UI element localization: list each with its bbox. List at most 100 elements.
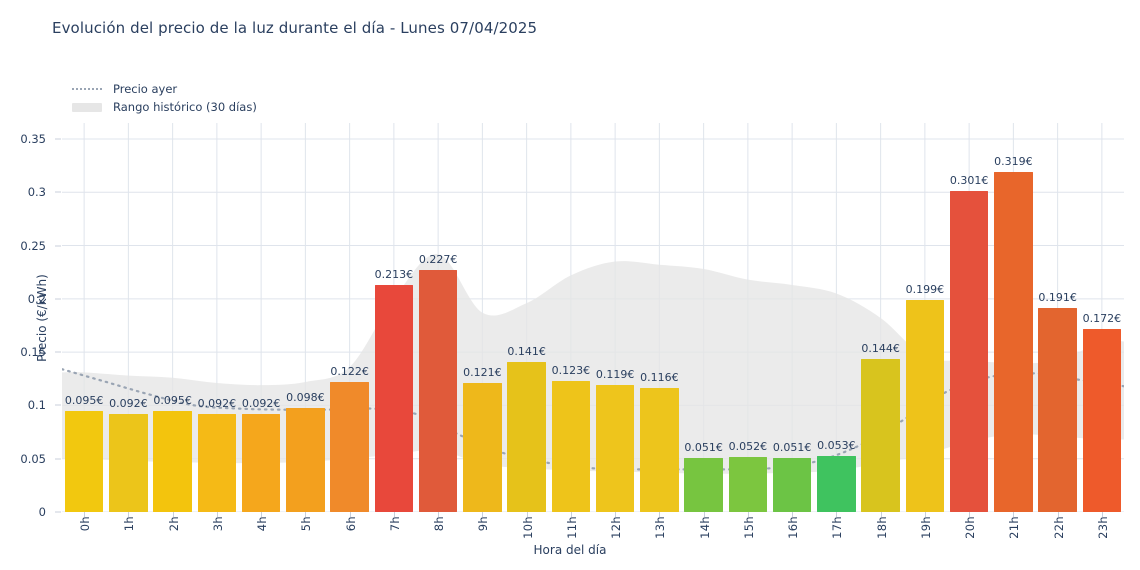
y-tick-label: 0.2 bbox=[27, 291, 46, 306]
bar-19h[interactable] bbox=[905, 299, 944, 512]
x-tick-mark bbox=[969, 512, 971, 517]
x-tick-label: 21h bbox=[1007, 516, 1022, 539]
bar-4h[interactable] bbox=[241, 413, 281, 512]
y-axis-title-wrap: Precio (€/kWh) bbox=[0, 123, 49, 512]
x-tick-mark bbox=[924, 512, 926, 517]
dotted-line-icon bbox=[70, 82, 104, 96]
bar-value-label: 0.199€ bbox=[905, 282, 945, 296]
plot-area: 0.095€ 0.092€ 0.095€ 0.092€ 0.092€ 0.098€ 0.12… bbox=[62, 123, 1124, 512]
legend-item-rango-historico[interactable]: Rango histórico (30 días) bbox=[70, 98, 257, 116]
historic-range-band bbox=[62, 253, 1124, 474]
x-tick-label: 5h bbox=[299, 516, 314, 532]
bar-2h[interactable] bbox=[153, 410, 192, 512]
bar-value-label: 0.123€ bbox=[551, 363, 591, 377]
y-tick-label: 0 bbox=[38, 505, 46, 519]
bar-16h[interactable] bbox=[772, 457, 812, 512]
band-swatch-icon bbox=[70, 100, 104, 114]
x-axis-title: Hora del día bbox=[533, 543, 607, 557]
bar-10h[interactable] bbox=[507, 361, 546, 512]
bar-value-label: 0.122€ bbox=[330, 364, 369, 378]
bar-value-label: 0.301€ bbox=[949, 174, 989, 188]
x-tick-mark bbox=[526, 512, 528, 517]
x-tick-mark bbox=[792, 512, 794, 517]
bar-value-label: 0.116€ bbox=[640, 371, 679, 385]
legend-label-rango-historico: Rango histórico (30 días) bbox=[113, 100, 257, 114]
bar-value-label: 0.092€ bbox=[241, 396, 281, 410]
bar-7h[interactable] bbox=[374, 285, 413, 512]
bar-3h[interactable] bbox=[197, 413, 236, 512]
x-tick-label: 16h bbox=[786, 516, 801, 539]
legend-item-precio-ayer[interactable]: Precio ayer bbox=[70, 80, 257, 98]
y-tick-mark bbox=[55, 191, 61, 193]
bar-value-label: 0.141€ bbox=[507, 344, 546, 358]
bar-20h[interactable] bbox=[949, 191, 989, 512]
bar-9h[interactable] bbox=[463, 383, 502, 512]
x-tick-label: 6h bbox=[343, 516, 358, 532]
x-tick-label: 18h bbox=[874, 516, 889, 539]
x-tick-label: 11h bbox=[564, 516, 579, 539]
x-tick-mark bbox=[1013, 512, 1015, 517]
bar-1h[interactable] bbox=[109, 413, 148, 512]
x-tick-mark bbox=[482, 512, 484, 517]
x-tick-mark bbox=[1057, 512, 1059, 517]
x-tick-mark bbox=[305, 512, 307, 517]
x-tick-mark bbox=[216, 512, 218, 517]
y-tick-mark bbox=[55, 245, 61, 247]
x-tick-mark bbox=[747, 512, 749, 517]
bar-5h[interactable] bbox=[286, 407, 325, 512]
bar-18h[interactable] bbox=[861, 358, 900, 512]
bar-8h[interactable] bbox=[418, 270, 458, 512]
x-tick-label: 9h bbox=[476, 516, 491, 532]
bar-value-label: 0.121€ bbox=[463, 366, 502, 380]
x-tick-label: 0h bbox=[78, 516, 93, 532]
bar-0h[interactable] bbox=[64, 410, 104, 512]
bar-17h[interactable] bbox=[817, 455, 856, 512]
y-tick-mark bbox=[55, 458, 61, 460]
x-tick-label: 14h bbox=[697, 516, 712, 539]
bar-value-label: 0.053€ bbox=[817, 438, 856, 452]
x-tick-label: 12h bbox=[609, 516, 624, 539]
precio-ayer-line bbox=[62, 368, 1124, 471]
x-tick-label: 7h bbox=[387, 516, 402, 532]
x-tick-mark bbox=[836, 512, 838, 517]
bar-value-label: 0.051€ bbox=[772, 440, 812, 454]
bar-value-label: 0.213€ bbox=[374, 267, 414, 281]
x-tick-mark bbox=[615, 512, 617, 517]
x-tick-label: 4h bbox=[255, 516, 270, 532]
bar-value-label: 0.098€ bbox=[286, 390, 325, 404]
chart-title: Evolución del precio de la luz durante e… bbox=[52, 19, 538, 37]
bar-23h[interactable] bbox=[1082, 328, 1121, 512]
x-tick-mark bbox=[438, 512, 440, 517]
bar-13h[interactable] bbox=[640, 388, 679, 512]
bar-21h[interactable] bbox=[994, 172, 1033, 512]
bar-6h[interactable] bbox=[330, 381, 369, 512]
bar-22h[interactable] bbox=[1038, 308, 1077, 512]
y-tick-mark bbox=[55, 298, 61, 300]
y-tick-mark bbox=[55, 351, 61, 353]
x-tick-mark bbox=[393, 512, 395, 517]
x-tick-label: 3h bbox=[210, 516, 225, 532]
x-tick-label: 2h bbox=[166, 516, 181, 532]
bar-value-label: 0.051€ bbox=[684, 440, 723, 454]
x-tick-label: 20h bbox=[963, 516, 978, 539]
y-tick-mark bbox=[55, 404, 61, 406]
x-tick-mark bbox=[261, 512, 263, 517]
x-tick-mark bbox=[703, 512, 705, 517]
y-tick-label: 0.3 bbox=[27, 185, 46, 200]
bar-value-label: 0.095€ bbox=[64, 393, 104, 407]
x-tick-mark bbox=[659, 512, 661, 517]
y-tick-label: 0.35 bbox=[20, 131, 46, 146]
bar-value-label: 0.052€ bbox=[728, 439, 768, 453]
bar-value-label: 0.319€ bbox=[994, 155, 1033, 169]
y-tick-label: 0.25 bbox=[20, 238, 46, 253]
bar-14h[interactable] bbox=[684, 457, 723, 512]
x-tick-mark bbox=[349, 512, 351, 517]
bar-11h[interactable] bbox=[551, 380, 590, 512]
legend-label-precio-ayer: Precio ayer bbox=[113, 82, 178, 96]
bar-value-label: 0.191€ bbox=[1038, 291, 1077, 305]
bar-12h[interactable] bbox=[595, 385, 635, 512]
bar-15h[interactable] bbox=[728, 456, 767, 512]
y-tick-mark bbox=[55, 511, 61, 513]
x-tick-label: 17h bbox=[830, 516, 845, 539]
